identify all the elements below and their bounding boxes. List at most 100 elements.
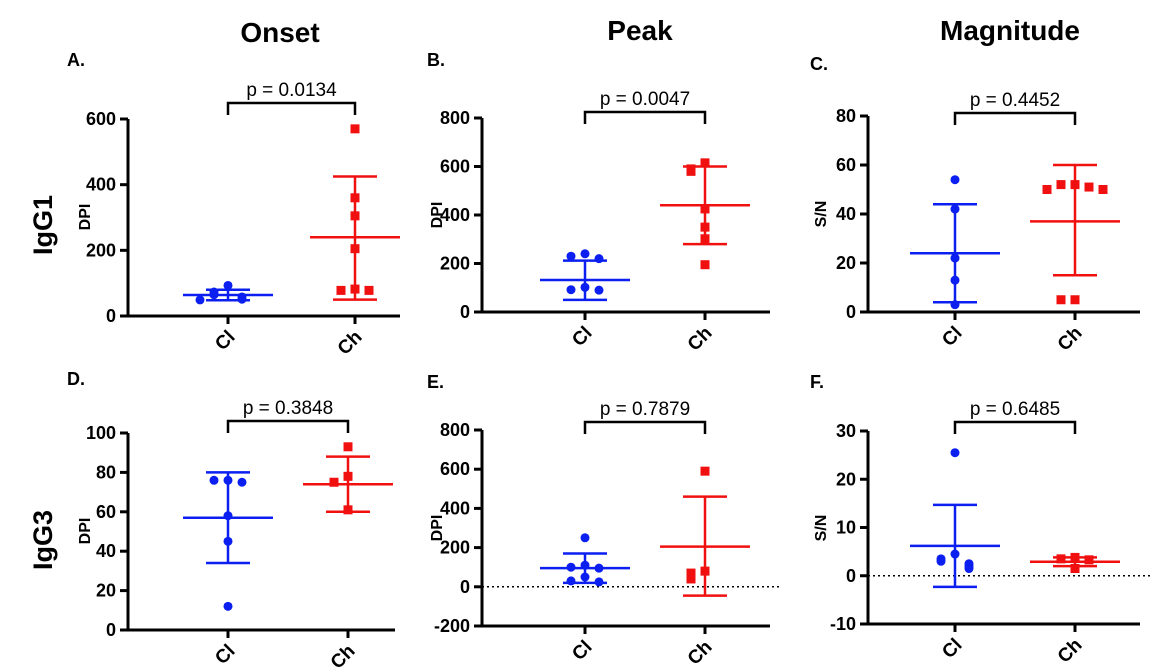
significance-bracket bbox=[226, 101, 357, 115]
y-tick-label: 200 bbox=[86, 240, 116, 260]
y-axis-label: DPI bbox=[429, 202, 446, 229]
y-tick-label: 800 bbox=[440, 108, 470, 128]
y-tick-label: 0 bbox=[106, 620, 116, 640]
y-tick-label: 400 bbox=[440, 498, 470, 518]
data-point bbox=[1084, 182, 1094, 192]
data-point bbox=[686, 574, 696, 584]
data-point bbox=[686, 166, 696, 176]
y-tick-label: 20 bbox=[836, 469, 856, 489]
y-tick-label: 40 bbox=[836, 204, 856, 224]
y-tick-label: 600 bbox=[440, 459, 470, 479]
y-tick-label: 400 bbox=[440, 205, 470, 225]
y-axis-label: DPI bbox=[429, 515, 446, 542]
y-axis-label: S/N bbox=[813, 515, 830, 542]
data-point bbox=[1056, 180, 1066, 190]
y-axis-label: DPI bbox=[77, 518, 94, 545]
y-tick-label: 20 bbox=[836, 253, 856, 273]
x-category-label: Cl bbox=[938, 635, 966, 663]
column-title-magnitude: Magnitude bbox=[940, 15, 1080, 46]
panel-b: B. DPI 0 200 400 600 800 Cl Ch p = 0.0047 bbox=[427, 50, 770, 355]
p-value-label: p = 0.6485 bbox=[970, 399, 1060, 420]
x-category-label: Cl bbox=[568, 637, 596, 665]
series-ch bbox=[660, 466, 750, 597]
data-point bbox=[580, 560, 590, 570]
data-point bbox=[1070, 564, 1080, 574]
data-point bbox=[950, 300, 960, 310]
series-cl bbox=[540, 249, 630, 302]
data-point bbox=[700, 204, 710, 214]
significance-bracket bbox=[583, 420, 707, 434]
data-point bbox=[223, 601, 233, 611]
p-value-label: p = 0.3848 bbox=[243, 398, 333, 419]
series-ch bbox=[1030, 552, 1120, 574]
row-label-igg1: IgG1 bbox=[28, 195, 58, 255]
data-point bbox=[700, 234, 710, 244]
data-point bbox=[1056, 295, 1066, 305]
data-point bbox=[950, 275, 960, 285]
data-point bbox=[700, 466, 710, 476]
data-point bbox=[964, 564, 974, 574]
panel-letter: A. bbox=[67, 50, 85, 70]
series-cl bbox=[910, 175, 1000, 310]
y-tick-label: 200 bbox=[440, 538, 470, 558]
y-tick-label: 0 bbox=[846, 302, 856, 322]
data-point bbox=[350, 284, 360, 294]
data-point bbox=[580, 572, 590, 582]
significance-bracket bbox=[953, 111, 1077, 125]
data-point bbox=[594, 285, 604, 295]
panel-e: E. DPI -200 0 200 400 600 800 Cl Ch p = 0.7879 bbox=[427, 372, 782, 668]
p-value-label: p = 0.0134 bbox=[246, 80, 337, 101]
series-cl bbox=[910, 448, 1000, 589]
row-label-igg3: IgG3 bbox=[28, 510, 58, 570]
data-point bbox=[936, 556, 946, 566]
y-tick-label: 0 bbox=[106, 306, 116, 326]
y-tick-label: 60 bbox=[96, 502, 116, 522]
x-category-label: Cl bbox=[211, 641, 239, 668]
y-tick-label: 10 bbox=[836, 518, 856, 538]
data-point bbox=[594, 563, 604, 573]
y-tick-label: 200 bbox=[440, 254, 470, 274]
data-point bbox=[223, 475, 233, 485]
data-point bbox=[686, 568, 696, 578]
series-ch bbox=[1030, 163, 1120, 305]
y-tick-label: 80 bbox=[836, 106, 856, 126]
data-point bbox=[343, 442, 353, 452]
data-point bbox=[350, 193, 360, 203]
data-point bbox=[594, 254, 604, 264]
data-point bbox=[1042, 185, 1052, 194]
data-point bbox=[209, 475, 219, 485]
panel-letter: C. bbox=[810, 54, 828, 74]
data-point bbox=[580, 249, 590, 259]
data-point bbox=[594, 577, 604, 587]
significance-bracket bbox=[953, 420, 1077, 434]
data-point bbox=[350, 211, 360, 221]
x-category-label: Ch bbox=[1054, 635, 1087, 668]
data-point bbox=[700, 158, 710, 168]
data-point bbox=[237, 294, 247, 304]
x-category-label: Ch bbox=[327, 641, 360, 668]
y-tick-label: 0 bbox=[460, 577, 470, 597]
data-point bbox=[700, 260, 710, 270]
data-point bbox=[223, 536, 233, 546]
x-category-label: Cl bbox=[938, 323, 966, 351]
data-point bbox=[580, 533, 590, 543]
y-tick-label: 0 bbox=[460, 302, 470, 322]
series-cl bbox=[183, 471, 273, 611]
panel-letter: E. bbox=[427, 372, 444, 392]
data-point bbox=[950, 175, 960, 185]
data-point bbox=[223, 511, 233, 521]
y-tick-label: -200 bbox=[434, 616, 470, 636]
data-point bbox=[329, 477, 339, 487]
data-point bbox=[350, 124, 360, 134]
x-category-label: Cl bbox=[211, 327, 239, 355]
x-category-label: Ch bbox=[334, 327, 367, 360]
panel-d: D. DPI 0 20 40 60 80 100 Cl Ch p = 0.3848 bbox=[67, 369, 395, 668]
series-cl bbox=[540, 533, 630, 587]
panel-f: F. S/N -10 0 10 20 30 Cl Ch p = 0.6485 bbox=[810, 372, 1152, 667]
series-ch bbox=[310, 124, 400, 301]
data-point bbox=[223, 280, 233, 290]
y-tick-label: 600 bbox=[440, 157, 470, 177]
data-point bbox=[343, 471, 353, 481]
column-title-onset: Onset bbox=[240, 17, 319, 48]
